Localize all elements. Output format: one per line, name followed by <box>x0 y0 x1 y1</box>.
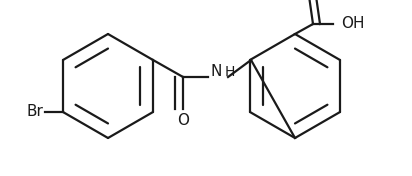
Text: H: H <box>225 65 235 79</box>
Text: N: N <box>211 64 222 80</box>
Text: O: O <box>177 113 189 128</box>
Text: Br: Br <box>26 105 43 120</box>
Text: OH: OH <box>341 17 365 32</box>
